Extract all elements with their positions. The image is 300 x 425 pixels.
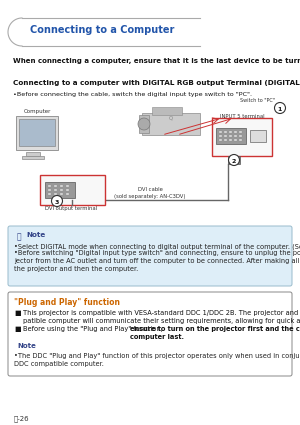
Text: Before using the "Plug and Play" function,: Before using the "Plug and Play" functio… <box>23 326 165 332</box>
Bar <box>216 128 246 144</box>
Circle shape <box>229 155 239 165</box>
Bar <box>60 185 63 187</box>
Circle shape <box>274 102 286 113</box>
Bar <box>45 182 75 198</box>
Text: Note: Note <box>17 343 36 349</box>
FancyBboxPatch shape <box>8 292 292 376</box>
Bar <box>48 189 51 191</box>
Text: Switch to "PC": Switch to "PC" <box>240 98 275 103</box>
Bar <box>219 139 221 141</box>
Bar <box>40 175 105 205</box>
Bar <box>66 185 69 187</box>
Text: •Before connecting the cable, switch the digital input type switch to "PC".: •Before connecting the cable, switch the… <box>13 92 252 97</box>
Bar <box>26 152 40 156</box>
Bar <box>239 135 242 137</box>
Bar <box>234 139 236 141</box>
Bar <box>66 193 69 195</box>
Bar <box>66 189 69 191</box>
Bar <box>234 135 236 137</box>
Bar <box>142 113 200 135</box>
Text: ⓘ-26: ⓘ-26 <box>14 415 30 422</box>
Circle shape <box>52 196 62 207</box>
Text: 🗒: 🗒 <box>17 232 22 241</box>
Text: ■: ■ <box>14 326 21 332</box>
Text: •Select DIGITAL mode when connecting to digital output terminal of the computer.: •Select DIGITAL mode when connecting to … <box>14 243 300 249</box>
Bar <box>22 156 44 159</box>
Bar <box>54 185 57 187</box>
Text: Note: Note <box>26 232 45 238</box>
Text: DVI output terminal: DVI output terminal <box>45 206 97 211</box>
Text: When connecting a computer, ensure that it is the last device to be turned on af: When connecting a computer, ensure that … <box>13 58 300 64</box>
Bar <box>228 156 240 164</box>
Bar <box>60 193 63 195</box>
Text: Q: Q <box>169 116 173 121</box>
Text: 3: 3 <box>55 200 59 205</box>
Bar <box>229 131 232 133</box>
Text: Connecting to a Computer: Connecting to a Computer <box>30 25 174 35</box>
Text: This projector is compatible with VESA-standard DDC 1/DDC 2B. The projector and : This projector is compatible with VESA-s… <box>23 310 300 324</box>
Circle shape <box>138 118 150 130</box>
Bar <box>224 131 226 133</box>
Bar <box>224 139 226 141</box>
Text: ensure to turn on the projector first and the connected
computer last.: ensure to turn on the projector first an… <box>130 326 300 340</box>
Bar <box>229 139 232 141</box>
Bar <box>48 185 51 187</box>
Text: •Before switching "Digital input type switch" and connecting, ensure to unplug t: •Before switching "Digital input type sw… <box>14 250 300 272</box>
Bar <box>60 189 63 191</box>
Bar <box>152 107 182 115</box>
Bar <box>219 135 221 137</box>
Text: Computer: Computer <box>23 109 51 114</box>
Bar <box>250 130 266 142</box>
Text: 2: 2 <box>232 159 236 164</box>
Bar <box>234 131 236 133</box>
Bar <box>54 193 57 195</box>
Bar <box>54 189 57 191</box>
Bar <box>212 118 272 156</box>
Bar <box>48 193 51 195</box>
Bar <box>19 119 55 146</box>
Bar <box>229 135 232 137</box>
Bar <box>224 135 226 137</box>
Text: •The DDC "Plug and Play" function of this projector operates only when used in c: •The DDC "Plug and Play" function of thi… <box>14 353 300 367</box>
Bar <box>16 116 58 150</box>
Text: DVI cable
(sold separately: AN-C3DV): DVI cable (sold separately: AN-C3DV) <box>114 187 186 199</box>
Text: 1: 1 <box>278 107 282 112</box>
Bar <box>239 139 242 141</box>
Bar <box>219 131 221 133</box>
Bar <box>139 115 149 133</box>
Text: INPUT 5 terminal: INPUT 5 terminal <box>220 114 264 119</box>
Text: Connecting to a computer with DIGITAL RGB output Terminal (DIGITAL): Connecting to a computer with DIGITAL RG… <box>13 80 300 86</box>
FancyBboxPatch shape <box>8 226 292 286</box>
Text: "Plug and Play" function: "Plug and Play" function <box>14 298 120 307</box>
Bar <box>239 131 242 133</box>
Text: ■: ■ <box>14 310 21 316</box>
